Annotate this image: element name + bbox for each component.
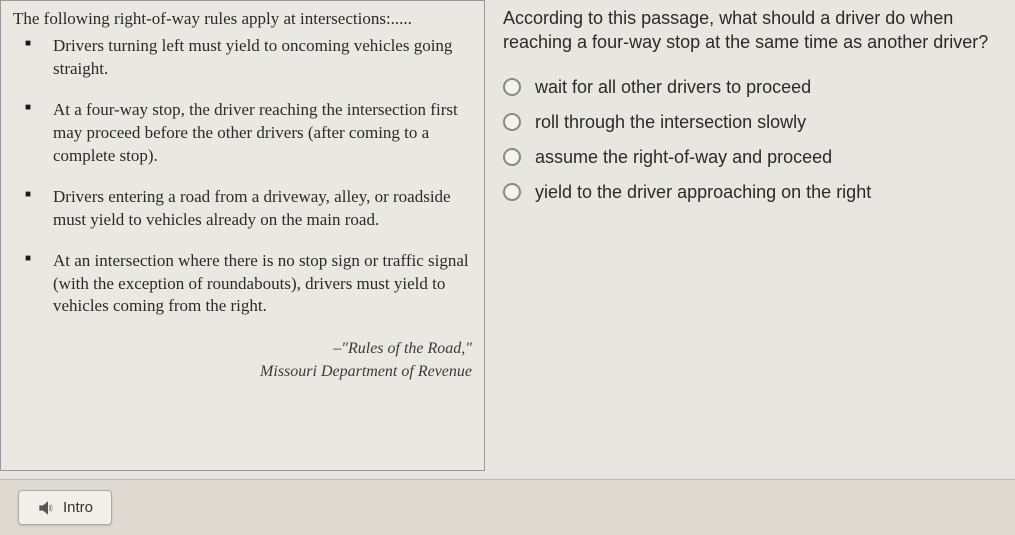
option-row-3[interactable]: yield to the driver approaching on the r… xyxy=(503,182,997,203)
bullet-item: Drivers entering a road from a driveway,… xyxy=(35,186,472,232)
citation: –"Rules of the Road," Missouri Departmen… xyxy=(13,338,472,383)
speaker-icon xyxy=(37,500,55,516)
footer-bar: Intro xyxy=(0,479,1015,535)
passage-panel: The following right-of-way rules apply a… xyxy=(0,0,485,471)
bullet-item: At an intersection where there is no sto… xyxy=(35,250,472,319)
intro-button[interactable]: Intro xyxy=(18,490,112,525)
option-label: yield to the driver approaching on the r… xyxy=(535,182,871,203)
option-row-2[interactable]: assume the right-of-way and proceed xyxy=(503,147,997,168)
radio-icon[interactable] xyxy=(503,183,521,201)
radio-icon[interactable] xyxy=(503,113,521,131)
bullet-list: Drivers turning left must yield to oncom… xyxy=(13,35,472,318)
question-prompt: According to this passage, what should a… xyxy=(503,6,997,55)
content-area: The following right-of-way rules apply a… xyxy=(0,0,1015,479)
intro-label: Intro xyxy=(63,499,93,516)
citation-source: Missouri Department of Revenue xyxy=(13,361,472,383)
option-row-1[interactable]: roll through the intersection slowly xyxy=(503,112,997,133)
radio-icon[interactable] xyxy=(503,78,521,96)
bullet-item: At a four-way stop, the driver reaching … xyxy=(35,99,472,168)
options-group: wait for all other drivers to proceed ro… xyxy=(503,77,997,203)
radio-icon[interactable] xyxy=(503,148,521,166)
citation-title: –"Rules of the Road," xyxy=(13,338,472,360)
option-label: assume the right-of-way and proceed xyxy=(535,147,832,168)
option-row-0[interactable]: wait for all other drivers to proceed xyxy=(503,77,997,98)
option-label: wait for all other drivers to proceed xyxy=(535,77,811,98)
question-panel: According to this passage, what should a… xyxy=(493,0,1015,479)
bullet-item: Drivers turning left must yield to oncom… xyxy=(35,35,472,81)
passage-intro: The following right-of-way rules apply a… xyxy=(13,9,472,29)
option-label: roll through the intersection slowly xyxy=(535,112,806,133)
